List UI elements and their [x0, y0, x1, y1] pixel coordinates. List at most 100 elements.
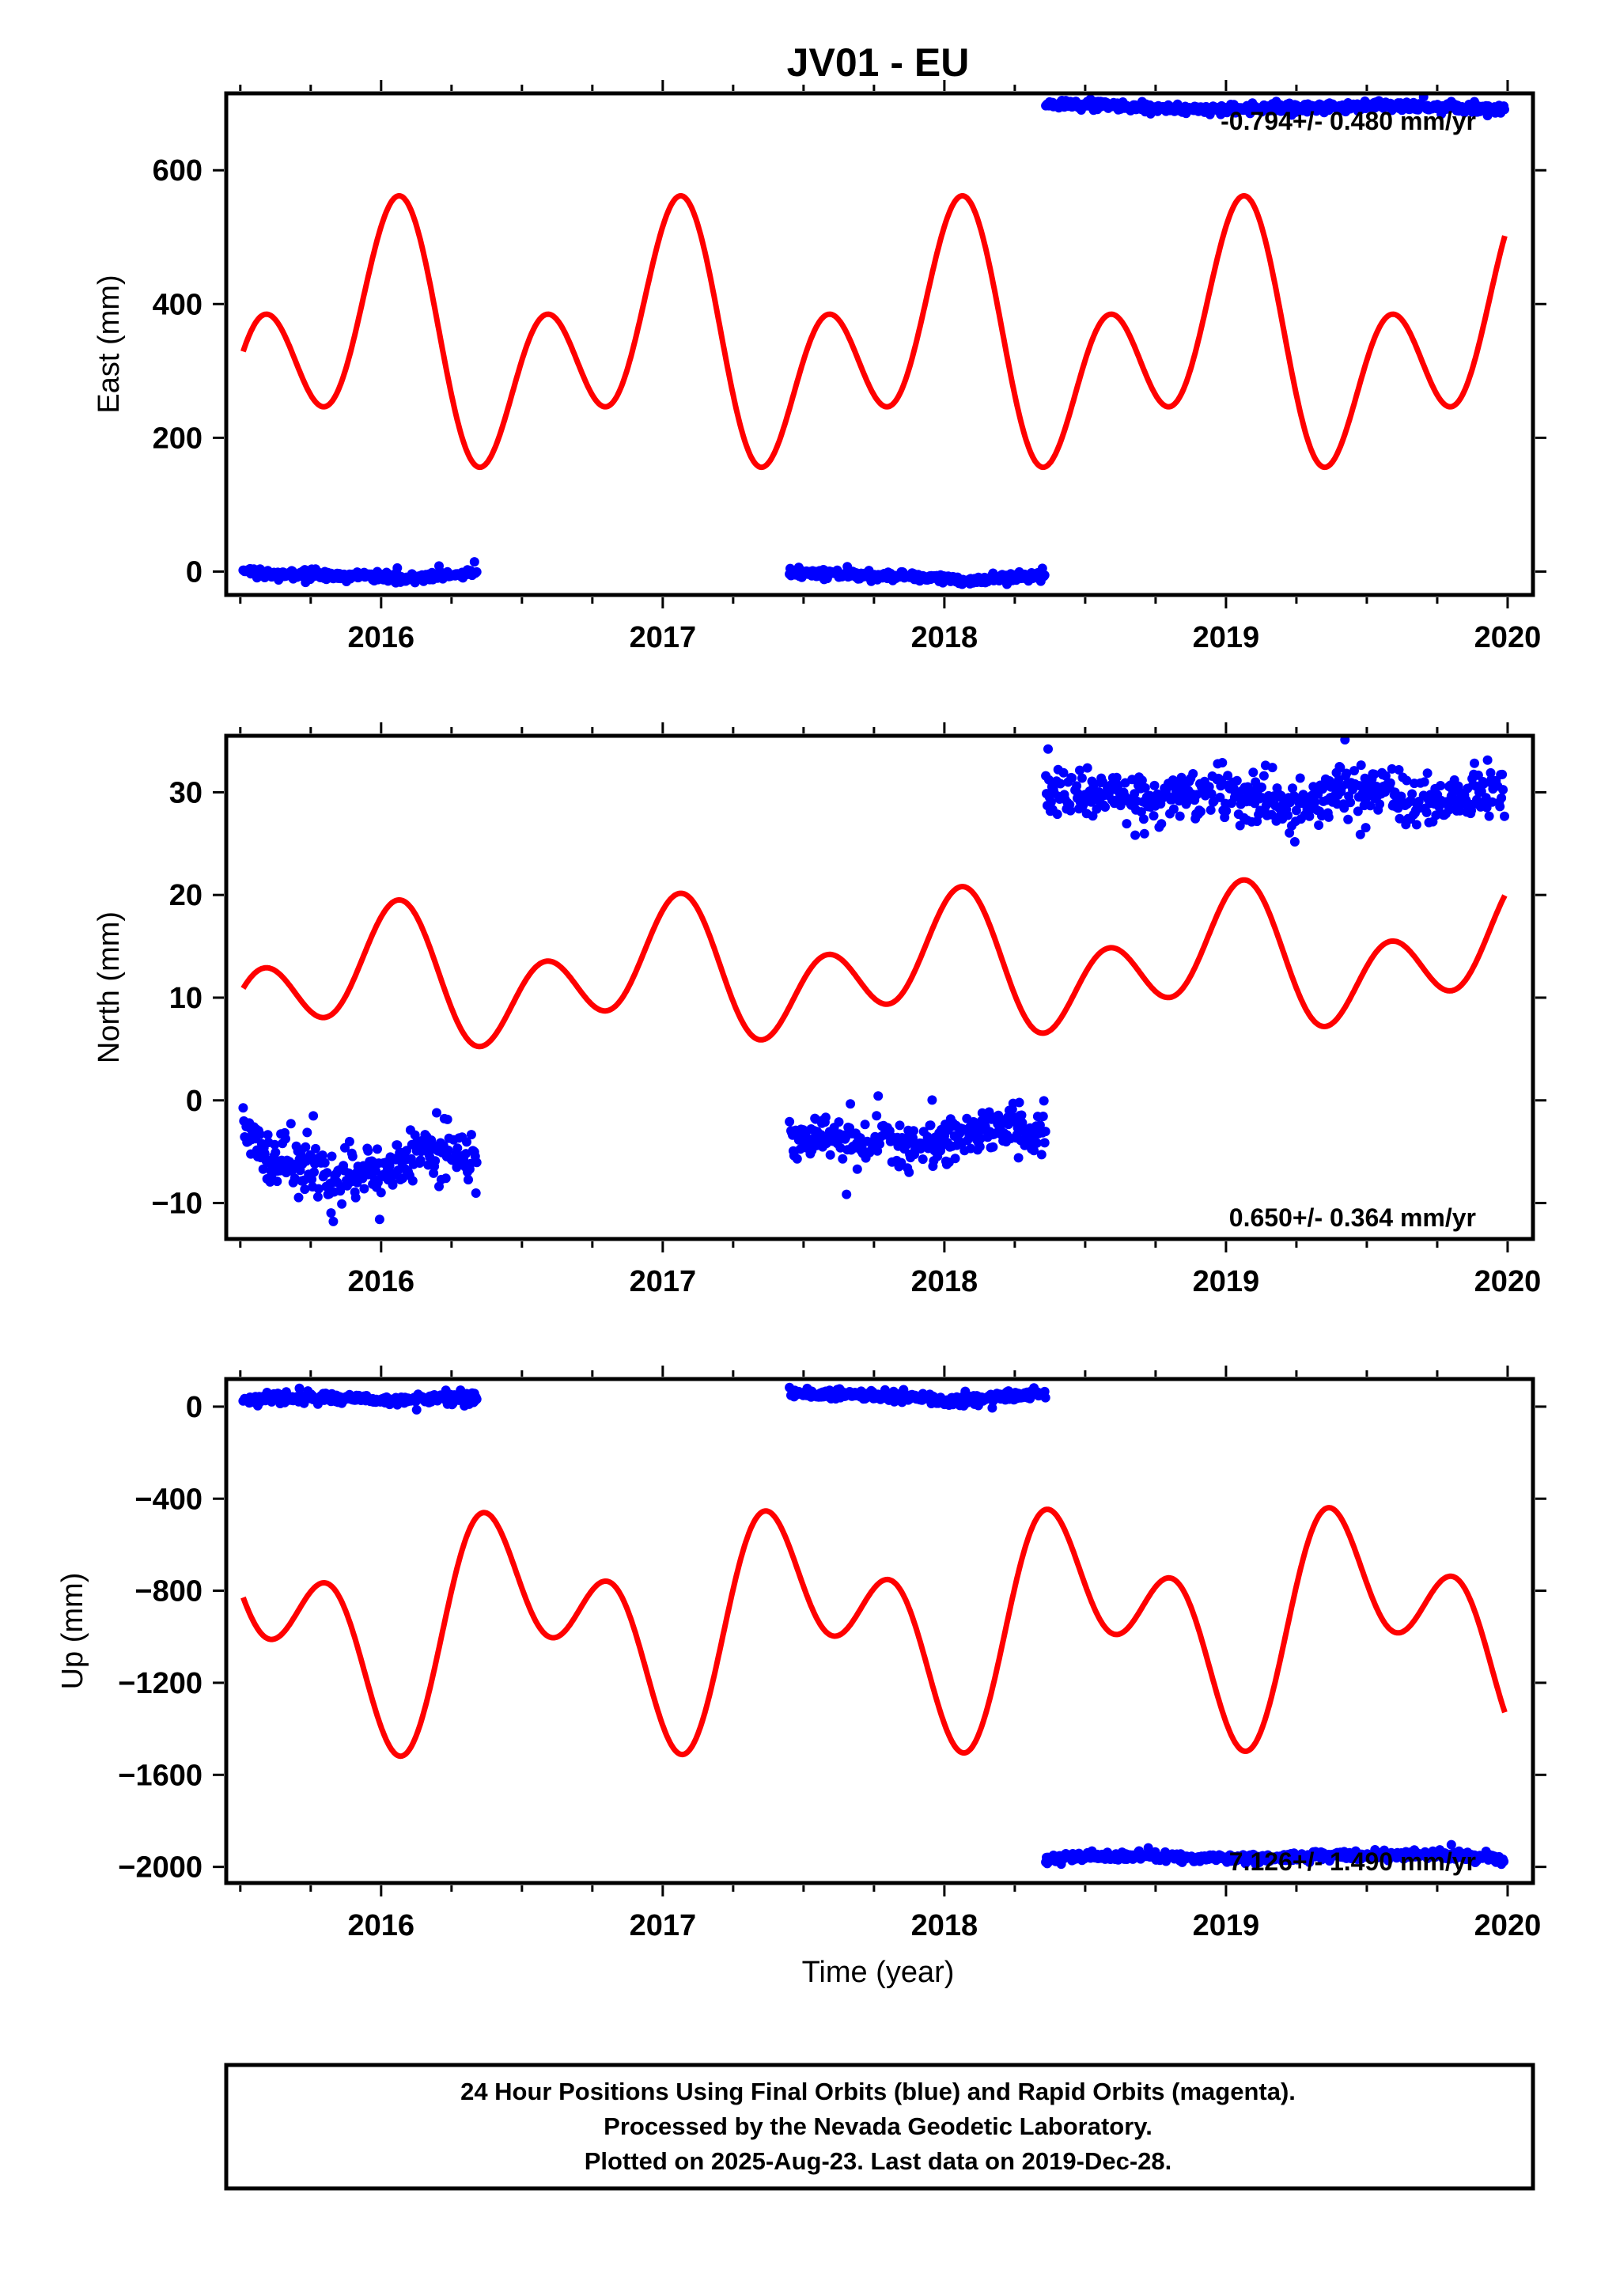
data-point [1355, 829, 1365, 839]
data-point [327, 1151, 337, 1161]
data-point [1310, 797, 1320, 807]
data-point [411, 1404, 422, 1415]
data-point [1139, 828, 1149, 839]
model-curve [240, 877, 1508, 1050]
data-point [1411, 820, 1421, 830]
y-tick-label: 20 [169, 879, 202, 912]
y-tick-label: −2000 [118, 1851, 202, 1885]
data-point [441, 1173, 451, 1184]
data-point [392, 1140, 403, 1150]
data-point [1196, 806, 1205, 816]
data-point [1385, 778, 1395, 788]
data-point [359, 1184, 369, 1194]
data-point [1088, 811, 1098, 821]
data-point [271, 1147, 281, 1157]
data-point [1323, 812, 1334, 822]
data-point [1334, 775, 1344, 785]
data-point [1149, 780, 1160, 790]
data-point [286, 1119, 296, 1129]
data-point [816, 1130, 826, 1140]
data-point [842, 1189, 852, 1199]
data-point [1168, 804, 1179, 814]
data-point [337, 1199, 347, 1209]
data-point [376, 1188, 386, 1198]
x-tick-label: 2019 [1193, 1909, 1260, 1942]
data-point [1342, 768, 1352, 779]
model-curve [240, 1505, 1508, 1760]
data-point [1422, 768, 1433, 779]
data-point [895, 1120, 905, 1131]
data-point [1289, 837, 1300, 847]
data-point [1380, 771, 1391, 781]
data-point [1039, 570, 1050, 580]
panel-east: 2016 2017 2018 2019 2020 0 200 400 600 East (mm) -… [93, 80, 1546, 654]
data-point [1043, 744, 1053, 754]
y-tick-label: 600 [153, 154, 202, 188]
data-point [363, 1146, 373, 1156]
data-point [1353, 806, 1363, 816]
data-point [1356, 760, 1366, 771]
x-tick-label: 2019 [1193, 1265, 1260, 1298]
data-point [350, 1192, 361, 1203]
data-point [281, 1134, 290, 1144]
data-point [429, 1168, 439, 1178]
rate-label: 0.650+/- 0.364 mm/yr [1229, 1203, 1476, 1232]
data-point [300, 1184, 310, 1195]
data-point [825, 1150, 835, 1160]
data-point [272, 1176, 282, 1187]
data-point [373, 1144, 382, 1154]
data-point [785, 1116, 795, 1127]
data-point [1346, 798, 1356, 808]
data-point [313, 1184, 324, 1194]
data-point [326, 1208, 336, 1218]
data-point [872, 1111, 882, 1121]
data-point [1446, 1839, 1456, 1850]
data-point [1156, 819, 1167, 829]
data-point [462, 1137, 471, 1147]
data-point [1372, 782, 1382, 791]
y-tick-label: −1600 [118, 1759, 202, 1792]
data-point [834, 1117, 844, 1127]
data-point [471, 1188, 481, 1198]
data-point [1340, 736, 1350, 744]
data-point [988, 1142, 998, 1152]
data-point [320, 1157, 330, 1168]
x-tick-label: 2020 [1474, 1909, 1542, 1942]
data-point [344, 1136, 354, 1146]
data-point [1100, 802, 1111, 812]
data-point [1421, 807, 1432, 817]
data-point [1092, 804, 1102, 814]
data-point [388, 1180, 398, 1190]
data-point [1016, 1110, 1027, 1120]
footer-line-1: 24 Hour Positions Using Final Orbits (bl… [460, 2078, 1296, 2105]
data-point [925, 1120, 936, 1131]
data-point [1500, 811, 1509, 821]
data-point [1267, 763, 1277, 773]
data-point [1498, 785, 1508, 795]
x-tick-label: 2017 [630, 621, 697, 654]
y-tick-label: 0 [186, 1391, 202, 1424]
data-point [347, 1151, 358, 1161]
data-point [1073, 789, 1083, 799]
x-tick-label: 2016 [348, 1265, 415, 1298]
data-point [838, 1154, 848, 1164]
x-tick-label: 2019 [1193, 621, 1260, 654]
x-tick-label: 2016 [348, 1909, 415, 1942]
data-point [1029, 1146, 1039, 1156]
data-point [1204, 782, 1214, 792]
data-point [384, 1161, 395, 1171]
data-point [1387, 763, 1397, 774]
y-tick-label: 30 [169, 776, 202, 809]
data-point [1419, 777, 1429, 787]
data-point [1206, 789, 1217, 799]
data-point [1499, 1856, 1509, 1866]
data-point [309, 1167, 319, 1177]
model-curve [240, 193, 1508, 471]
y-tick-label: −1200 [118, 1667, 202, 1700]
data-point [1349, 766, 1359, 776]
data-point [1288, 783, 1297, 794]
data-point [860, 1120, 870, 1130]
y-tick-label: 0 [186, 555, 202, 589]
data-point [792, 1154, 802, 1164]
